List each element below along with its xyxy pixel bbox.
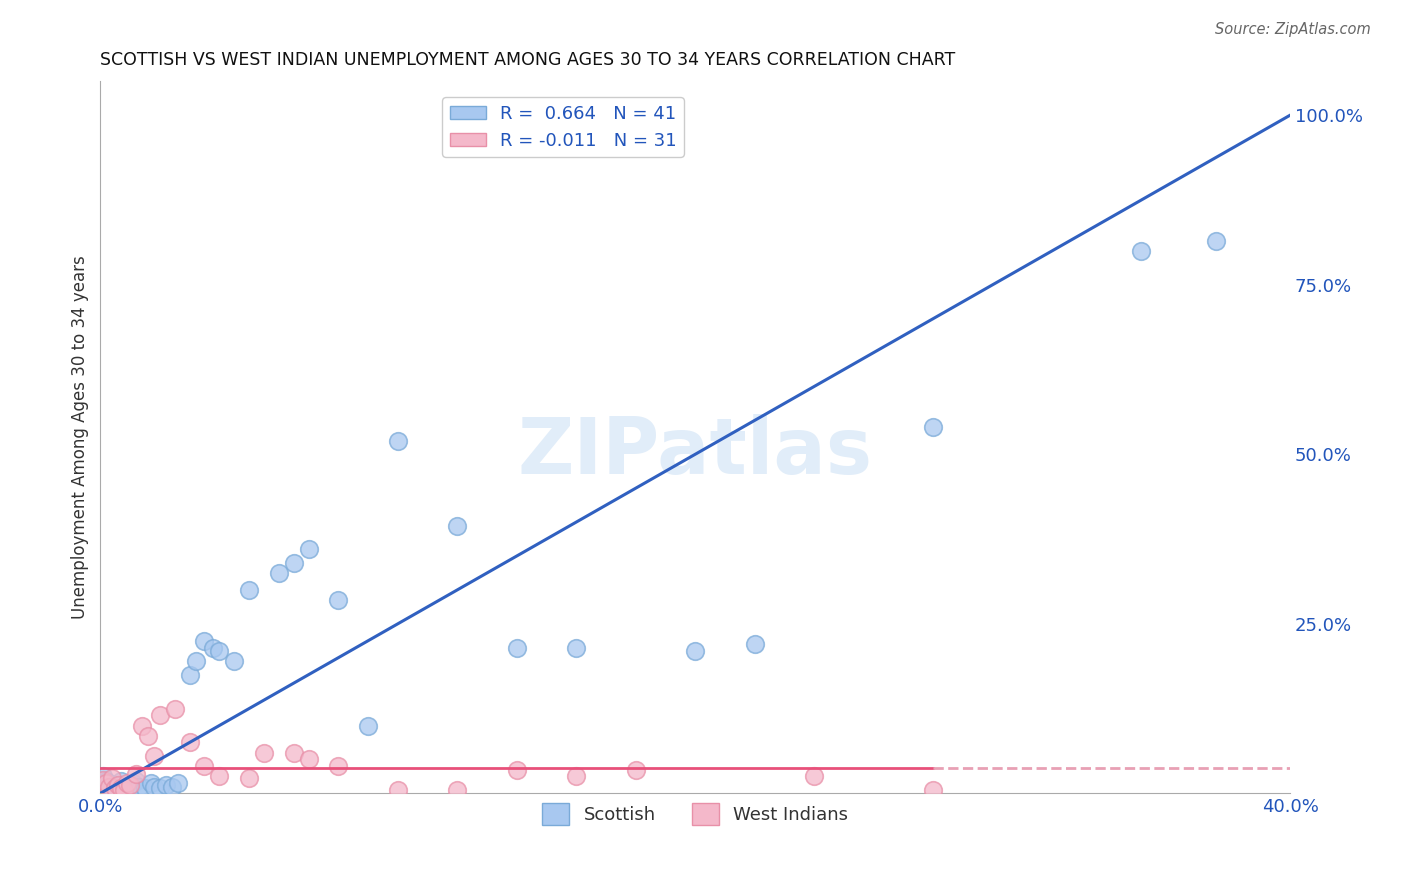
Point: [163, 701, 186, 715]
Point: [115, 776, 138, 790]
Point: [565, 769, 588, 783]
Point: [125, 774, 148, 789]
Point: [110, 774, 132, 789]
Point: [193, 633, 215, 648]
Point: [357, 718, 380, 732]
Point: [142, 780, 165, 794]
Point: [101, 772, 124, 786]
Point: [922, 783, 945, 797]
Point: [506, 640, 529, 655]
Point: [328, 593, 350, 607]
Point: [297, 542, 319, 557]
Point: [446, 783, 468, 797]
Point: [160, 780, 183, 794]
Point: [155, 778, 177, 792]
Point: [98, 780, 121, 794]
Point: [202, 640, 225, 655]
Point: [96, 774, 118, 789]
Point: [115, 783, 138, 797]
Point: [208, 769, 231, 783]
Point: [104, 780, 127, 795]
Point: [107, 778, 129, 792]
Point: [131, 718, 153, 732]
Point: [110, 780, 132, 795]
Point: [166, 776, 188, 790]
Point: [803, 769, 825, 783]
Point: [208, 644, 231, 658]
Point: [98, 776, 121, 790]
Point: [122, 776, 145, 790]
Point: [179, 735, 201, 749]
Point: [112, 780, 135, 795]
Point: [179, 667, 201, 681]
Point: [101, 780, 124, 795]
Point: [387, 434, 409, 448]
Point: [565, 640, 588, 655]
Point: [283, 746, 305, 760]
Point: [104, 780, 127, 794]
Point: [125, 767, 148, 781]
Point: [224, 654, 246, 668]
Point: [328, 759, 350, 773]
Point: [184, 654, 207, 668]
Point: [120, 780, 142, 794]
Point: [387, 783, 409, 797]
Point: [142, 749, 165, 764]
Text: Source: ZipAtlas.com: Source: ZipAtlas.com: [1215, 22, 1371, 37]
Point: [506, 763, 529, 777]
Point: [238, 582, 260, 597]
Point: [149, 780, 172, 795]
Point: [193, 759, 215, 773]
Point: [139, 776, 162, 790]
Point: [253, 746, 276, 760]
Point: [136, 729, 159, 743]
Text: SCOTTISH VS WEST INDIAN UNEMPLOYMENT AMONG AGES 30 TO 34 YEARS CORRELATION CHART: SCOTTISH VS WEST INDIAN UNEMPLOYMENT AMO…: [100, 51, 956, 69]
Text: ZIPatlas: ZIPatlas: [517, 414, 873, 490]
Point: [1130, 244, 1153, 258]
Point: [96, 776, 118, 790]
Point: [149, 708, 172, 723]
Point: [267, 566, 290, 580]
Y-axis label: Unemployment Among Ages 30 to 34 years: Unemployment Among Ages 30 to 34 years: [72, 255, 89, 619]
Point: [744, 637, 766, 651]
Point: [922, 420, 945, 434]
Point: [112, 783, 135, 797]
Point: [446, 518, 468, 533]
Point: [238, 772, 260, 786]
Point: [134, 780, 156, 795]
Point: [107, 778, 129, 792]
Point: [120, 778, 142, 792]
Point: [297, 752, 319, 766]
Point: [1205, 234, 1227, 248]
Point: [283, 556, 305, 570]
Point: [624, 763, 647, 777]
Legend: Scottish, West Indians: Scottish, West Indians: [533, 794, 858, 834]
Point: [128, 780, 150, 794]
Point: [91, 769, 114, 783]
Point: [91, 772, 114, 787]
Point: [683, 644, 706, 658]
